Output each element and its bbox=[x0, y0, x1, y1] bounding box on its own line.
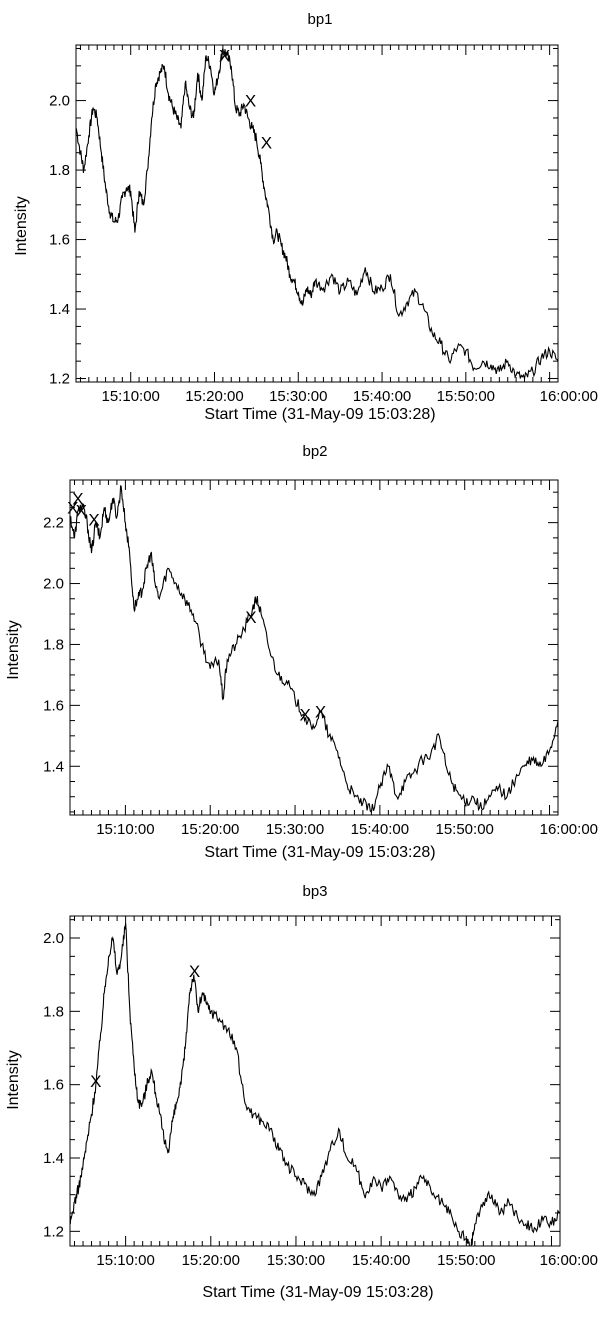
chart-title: bp3 bbox=[302, 883, 327, 900]
x-tick-label: 15:10:00 bbox=[96, 1252, 154, 1269]
x-tick-label: 15:50:00 bbox=[437, 388, 495, 405]
x-tick-label: 15:10:00 bbox=[102, 388, 160, 405]
y-tick-label: 1.4 bbox=[49, 301, 70, 318]
y-tick-label: 1.8 bbox=[49, 162, 70, 179]
chart-bp1: bp1 Intensity Start Time (31-May-09 15:0… bbox=[13, 11, 598, 423]
data-series-line bbox=[76, 48, 558, 379]
x-marker: X bbox=[90, 1072, 101, 1091]
x-tick-label: 16:00:00 bbox=[540, 821, 598, 838]
chart-bp2: bp2 Intensity Start Time (31-May-09 15:0… bbox=[5, 443, 598, 861]
x-tick-label: 15:20:00 bbox=[181, 821, 239, 838]
x-tick-label: 15:30:00 bbox=[269, 388, 327, 405]
plot-frame bbox=[75, 44, 559, 383]
x-axis-label: Start Time (31-May-09 15:03:28) bbox=[204, 844, 435, 861]
chart-title: bp2 bbox=[302, 443, 327, 460]
x-marker: X bbox=[245, 92, 256, 111]
y-tick-label: 2.2 bbox=[43, 515, 64, 532]
x-tick-label: 15:20:00 bbox=[185, 388, 243, 405]
y-tick-label: 2.0 bbox=[43, 576, 64, 593]
x-marker: X bbox=[300, 706, 311, 725]
y-tick-label: 1.6 bbox=[49, 232, 70, 249]
y-tick-label: 1.4 bbox=[43, 758, 64, 775]
y-tick-label: 1.8 bbox=[43, 1003, 64, 1020]
data-series-line bbox=[70, 485, 558, 814]
x-marker: X bbox=[88, 511, 99, 530]
chart-panel-bp2: bp2 Intensity Start Time (31-May-09 15:0… bbox=[0, 438, 600, 881]
x-tick-label: 15:40:00 bbox=[352, 1252, 410, 1269]
x-marker: X bbox=[245, 608, 256, 627]
y-tick-label: 1.4 bbox=[43, 1150, 64, 1167]
y-tick-label: 1.2 bbox=[49, 371, 70, 388]
y-tick-label: 1.6 bbox=[43, 697, 64, 714]
x-marker: X bbox=[219, 46, 230, 65]
x-tick-label: 16:00:00 bbox=[540, 388, 598, 405]
chart-title: bp1 bbox=[307, 11, 332, 28]
x-tick-label: 15:10:00 bbox=[96, 821, 154, 838]
x-tick-label: 15:50:00 bbox=[435, 821, 493, 838]
y-tick-label: 2.0 bbox=[43, 930, 64, 947]
plot-frame bbox=[69, 479, 559, 816]
y-tick-label: 1.8 bbox=[43, 636, 64, 653]
x-tick-label: 15:30:00 bbox=[267, 1252, 325, 1269]
y-axis-label: Intensity bbox=[5, 620, 22, 680]
y-axis-label: Intensity bbox=[13, 196, 30, 256]
y-tick-label: 1.6 bbox=[43, 1077, 64, 1094]
x-tick-label: 15:30:00 bbox=[266, 821, 324, 838]
x-tick-label: 16:00:00 bbox=[540, 1252, 598, 1269]
chart-bp3: bp3 Intensity Start Time (31-May-09 15:0… bbox=[5, 883, 598, 1301]
x-tick-label: 15:20:00 bbox=[182, 1252, 240, 1269]
x-tick-label: 15:50:00 bbox=[437, 1252, 495, 1269]
x-marker: X bbox=[315, 702, 326, 721]
y-tick-label: 1.2 bbox=[43, 1223, 64, 1240]
x-marker: X bbox=[189, 962, 200, 981]
x-axis-label: Start Time (31-May-09 15:03:28) bbox=[202, 1284, 433, 1301]
data-series-line bbox=[70, 923, 560, 1246]
x-marker: X bbox=[76, 501, 87, 520]
y-tick-label: 2.0 bbox=[49, 93, 70, 110]
chart-panel-bp3: bp3 Intensity Start Time (31-May-09 15:0… bbox=[0, 876, 600, 1318]
x-tick-label: 15:40:00 bbox=[351, 821, 409, 838]
chart-panel-bp1: bp1 Intensity Start Time (31-May-09 15:0… bbox=[0, 0, 600, 443]
plot-frame bbox=[69, 915, 561, 1247]
x-marker: X bbox=[67, 498, 78, 517]
y-axis-label: Intensity bbox=[5, 1050, 22, 1110]
x-tick-label: 15:40:00 bbox=[353, 388, 411, 405]
x-marker: X bbox=[72, 489, 83, 508]
x-marker: X bbox=[261, 133, 272, 152]
x-axis-label: Start Time (31-May-09 15:03:28) bbox=[204, 406, 435, 423]
